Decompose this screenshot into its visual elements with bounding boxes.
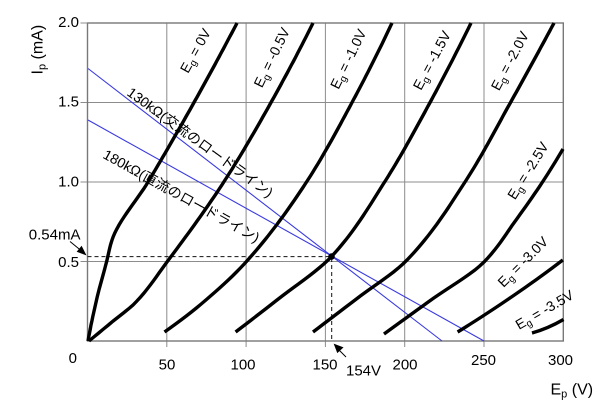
svg-text:200: 200 [392,357,417,374]
svg-text:Ip (mA): Ip (mA) [30,25,49,75]
svg-text:100: 100 [230,357,255,374]
svg-text:0.54mA: 0.54mA [29,227,81,244]
svg-text:2.0: 2.0 [58,14,79,31]
svg-text:50: 50 [159,357,176,374]
svg-text:Ep (V): Ep (V) [551,382,594,401]
svg-text:150: 150 [312,357,337,374]
svg-text:1.0: 1.0 [58,173,79,190]
svg-text:300: 300 [548,352,573,369]
svg-text:0.5: 0.5 [58,254,79,271]
svg-text:0: 0 [69,350,77,367]
svg-text:250: 250 [471,352,496,369]
svg-text:1.5: 1.5 [58,93,79,110]
svg-text:154V: 154V [346,363,381,380]
